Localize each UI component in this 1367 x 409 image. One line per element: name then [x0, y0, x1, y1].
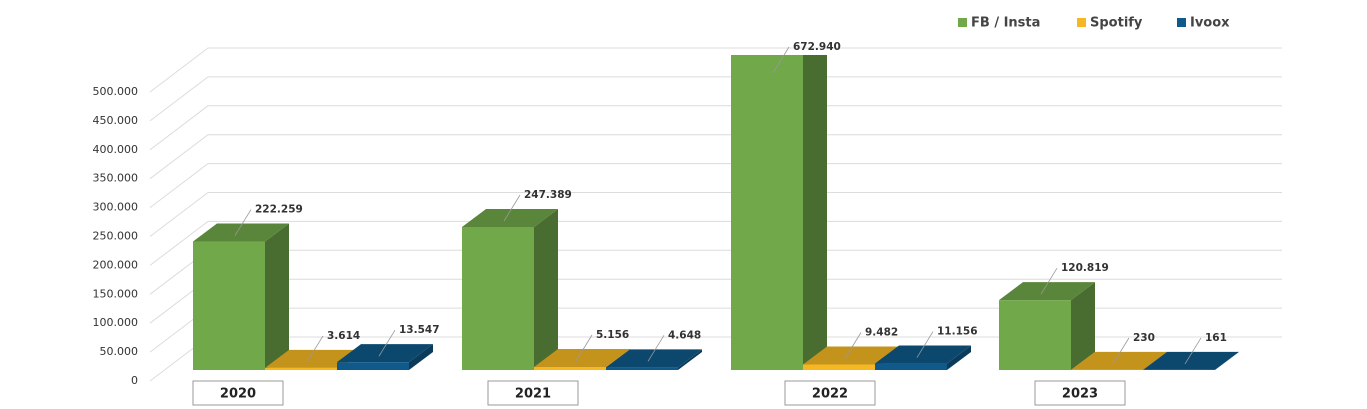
grid-line: [149, 47, 1282, 93]
y-tick-label: 350.000: [93, 172, 139, 185]
legend-label: FB / Insta: [971, 16, 1040, 31]
bars: [193, 55, 1239, 370]
y-tick-label: 400.000: [93, 143, 139, 156]
bar-side: [678, 349, 702, 370]
x-tick-label: 2021: [515, 387, 551, 402]
x-tick-label: 2023: [1062, 387, 1098, 402]
category-box: [487, 380, 579, 406]
y-tick-label: 50.000: [100, 345, 139, 358]
y-tick-label: 200.000: [93, 258, 139, 271]
bar-front: [265, 367, 337, 370]
leader-line: [234, 209, 252, 236]
bar-front: [534, 367, 606, 370]
y-tick-label: 150.000: [93, 287, 139, 300]
category-box: [192, 380, 284, 406]
bar-top: [875, 345, 971, 364]
y-tick-label: 300.000: [93, 201, 139, 214]
leader-line: [1040, 267, 1058, 295]
bar-top: [534, 349, 630, 368]
grid-line: [149, 105, 1282, 151]
value-label: 247.389: [524, 189, 572, 201]
bar-front: [803, 364, 875, 370]
leader-line: [1112, 337, 1130, 365]
value-label: 672.940: [793, 41, 841, 53]
x-tick-label: 2022: [812, 387, 848, 402]
value-label: 3.614: [327, 330, 360, 342]
bar-side: [409, 344, 433, 370]
category-box: [784, 380, 876, 406]
value-label: 13.547: [399, 324, 440, 336]
value-label: 4.648: [668, 329, 701, 341]
bar-side: [1071, 282, 1095, 370]
grid-line: [149, 134, 1282, 180]
grid-line: [149, 76, 1282, 122]
y-tick-label: 250.000: [93, 230, 139, 243]
grid-line: [149, 192, 1282, 237]
grid-line: [149, 249, 1282, 295]
grid-line: [149, 220, 1282, 266]
bar-top: [606, 349, 702, 368]
legend-label: Ivoox: [1190, 16, 1230, 31]
bar-top: [462, 209, 558, 228]
bar-top: [1071, 351, 1167, 370]
value-label: 161: [1205, 332, 1227, 344]
bar-front: [606, 367, 678, 370]
value-label: 222.259: [255, 204, 303, 216]
legend-label: Spotify: [1090, 16, 1143, 31]
bar-top: [193, 223, 289, 242]
bar-side: [947, 345, 971, 370]
bar-top: [337, 344, 433, 363]
leader-line: [575, 334, 593, 362]
labels: 222.259 3.614 13.547 2020 247.389 5.156 4.648 2…: [192, 16, 1230, 406]
value-label: 230: [1133, 332, 1155, 344]
legend-swatch: [1077, 18, 1086, 27]
bar-side: [803, 55, 827, 370]
grid: 0 50.000 100.000 150.000 200.000 250.000 300.0…: [93, 47, 1282, 387]
bar-side: [1215, 351, 1239, 370]
leader-line: [916, 331, 934, 358]
grid-line: [149, 163, 1282, 208]
leader-line: [503, 194, 521, 222]
leader-line: [1184, 337, 1202, 365]
bar-top: [999, 282, 1095, 301]
bar-front: [875, 363, 947, 370]
bar-side: [265, 223, 289, 370]
y-tick-label: 450.000: [93, 114, 139, 127]
value-label: 5.156: [596, 329, 629, 341]
bar-front: [731, 55, 803, 370]
leader-line: [306, 335, 324, 363]
bar-front: [462, 227, 534, 370]
bar-front: [337, 362, 409, 370]
leader-line: [844, 332, 862, 359]
bar-side: [534, 209, 558, 370]
grid-line: [149, 307, 1282, 353]
y-tick-label: 0: [131, 374, 138, 387]
y-tick-label: 100.000: [93, 316, 139, 329]
leader-line: [378, 329, 396, 357]
legend-swatch: [958, 18, 967, 27]
grid-line: [149, 278, 1282, 324]
leader-line: [772, 46, 790, 74]
value-label: 120.819: [1061, 262, 1109, 274]
legend-swatch: [1177, 18, 1186, 27]
bar-front: [999, 300, 1071, 370]
y-tick-label: 500.000: [93, 85, 139, 98]
value-label: 9.482: [865, 327, 898, 339]
leader-line: [647, 335, 665, 362]
value-label: 11.156: [937, 326, 978, 338]
bar-top: [803, 346, 899, 365]
bar-front: [193, 241, 265, 370]
bar-top: [1143, 351, 1239, 370]
x-tick-label: 2020: [220, 387, 256, 402]
category-box: [1034, 380, 1126, 406]
